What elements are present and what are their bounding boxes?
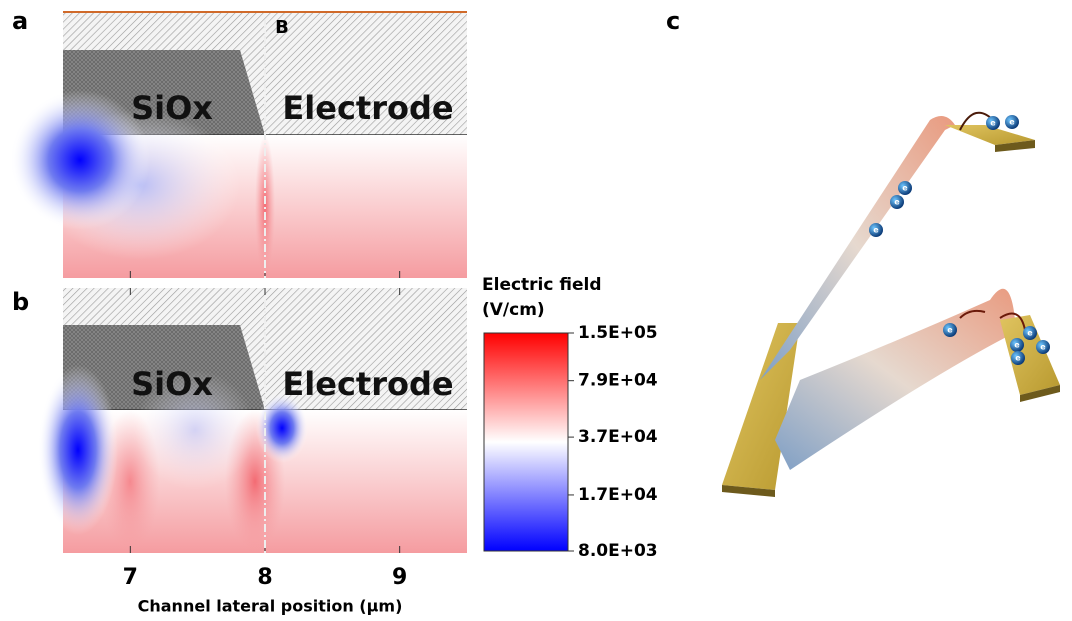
field-min <box>38 365 118 535</box>
electron-symbol: e <box>1040 343 1046 352</box>
colorbar-tick-label: 3.7E+04 <box>578 427 658 447</box>
arrow <box>999 312 1026 331</box>
field-low <box>135 370 255 490</box>
region-label: Electrode <box>282 89 453 127</box>
electrode-pad <box>722 485 775 497</box>
panel-b <box>38 288 467 553</box>
panel-a <box>10 11 467 278</box>
panel-label: a <box>12 7 28 35</box>
colorbar-tick-label: 1.5E+05 <box>578 323 658 343</box>
colorbar-tick-label: 8.0E+03 <box>578 541 658 561</box>
electrode-pad <box>1000 315 1060 395</box>
boundary-label: B <box>275 17 289 38</box>
electron-symbol: e <box>902 184 908 193</box>
ribbon <box>775 288 1020 470</box>
colorbar-title: Electric field <box>482 275 602 295</box>
electron <box>898 181 912 195</box>
arrow <box>959 309 986 319</box>
electron <box>1023 326 1037 340</box>
electron <box>943 323 957 337</box>
field-min <box>10 90 150 230</box>
electron-symbol: e <box>1014 341 1020 350</box>
electron-symbol: e <box>1015 354 1021 363</box>
electron <box>869 223 883 237</box>
electron <box>1011 351 1025 365</box>
illustration <box>722 111 1060 497</box>
panel-label: b <box>12 288 29 316</box>
x-tick-label: 7 <box>123 565 138 590</box>
colorbar <box>483 332 569 552</box>
x-tick-label: 8 <box>257 565 272 590</box>
electron <box>1036 340 1050 354</box>
region-label: SiOx <box>131 365 213 403</box>
electron <box>890 195 904 209</box>
colorbar-title: (V/cm) <box>482 300 545 320</box>
electron-symbol: e <box>873 226 879 235</box>
field-peak <box>255 135 275 278</box>
colorbar-tick-label: 7.9E+04 <box>578 371 658 391</box>
electron <box>1005 115 1019 129</box>
electron-symbol: e <box>894 198 900 207</box>
panel-label: c <box>666 7 680 35</box>
electrode-pad <box>995 140 1035 152</box>
electron <box>1010 338 1024 352</box>
electron-symbol: e <box>1027 329 1033 338</box>
field-min <box>256 393 308 463</box>
region-label: SiOx <box>131 89 213 127</box>
x-tick-label: 9 <box>392 565 407 590</box>
electron-symbol: e <box>947 326 953 335</box>
electrode-pad <box>1020 385 1060 402</box>
electron <box>986 116 1000 130</box>
electrode-pad <box>945 125 1035 145</box>
electron-symbol: e <box>1009 118 1015 127</box>
region-label: Electrode <box>282 365 453 403</box>
electron-symbol: e <box>990 119 996 128</box>
colorbar-tick-label: 1.7E+04 <box>578 485 658 505</box>
x-axis-label: Channel lateral position (μm) <box>138 597 403 616</box>
